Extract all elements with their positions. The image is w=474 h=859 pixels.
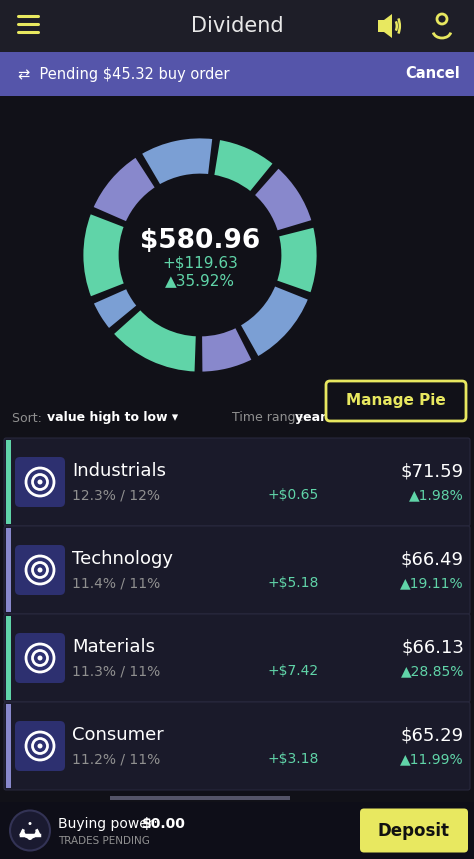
Wedge shape [92,288,138,330]
Circle shape [122,177,278,333]
Bar [0,52,474,96]
Text: $65.29: $65.29 [401,727,464,745]
Text: year to date ▾: year to date ▾ [295,411,392,424]
Wedge shape [112,308,197,373]
Text: Manage Pie: Manage Pie [346,393,446,409]
Text: value high to low ▾: value high to low ▾ [47,411,178,424]
FancyBboxPatch shape [4,702,470,790]
Text: ⇄  Pending $45.32 buy order: ⇄ Pending $45.32 buy order [18,66,229,82]
Text: Consumer: Consumer [72,727,164,745]
FancyBboxPatch shape [326,381,466,421]
Text: +$7.42: +$7.42 [268,664,319,679]
Text: $66.49: $66.49 [401,551,464,569]
Circle shape [37,568,43,572]
Circle shape [37,655,43,661]
Bar [0,96,474,802]
Wedge shape [239,284,310,358]
Text: Sort:: Sort: [12,411,46,424]
Text: 12.3% / 12%: 12.3% / 12% [72,488,160,503]
Text: Time range:: Time range: [232,411,311,424]
Text: +$5.18: +$5.18 [268,576,319,590]
Bar [0,0,474,52]
Text: ▲19.11%: ▲19.11% [401,576,464,590]
FancyBboxPatch shape [360,808,468,852]
Text: Materials: Materials [72,638,155,656]
FancyBboxPatch shape [110,796,290,800]
Text: Dividend: Dividend [191,16,283,36]
Text: ▲1.98%: ▲1.98% [409,488,464,503]
FancyBboxPatch shape [15,457,65,507]
Text: $580.96: $580.96 [140,228,260,254]
Text: 11.4% / 11%: 11.4% / 11% [72,576,160,590]
FancyBboxPatch shape [15,721,65,771]
Bar [6,528,11,612]
Bar [6,704,11,788]
FancyBboxPatch shape [4,614,470,702]
Text: Industrials: Industrials [72,462,166,480]
Text: Cancel: Cancel [405,66,460,82]
Wedge shape [201,326,253,373]
Circle shape [28,822,31,825]
FancyBboxPatch shape [4,438,470,526]
Text: Deposit: Deposit [378,821,450,839]
Text: 11.2% / 11%: 11.2% / 11% [72,752,160,766]
Text: ▲28.85%: ▲28.85% [401,664,464,679]
Bar [6,440,11,524]
Wedge shape [275,226,318,294]
Text: +$0.65: +$0.65 [268,488,319,503]
Circle shape [27,835,33,840]
Text: TRADES PENDING: TRADES PENDING [58,836,150,846]
Bar [0,802,474,859]
Bar [6,616,11,700]
FancyBboxPatch shape [15,633,65,683]
FancyBboxPatch shape [15,545,65,595]
Circle shape [37,744,43,748]
Circle shape [37,479,43,484]
FancyBboxPatch shape [4,526,470,614]
Text: ▲11.99%: ▲11.99% [401,752,464,766]
Wedge shape [140,137,214,186]
Text: +$3.18: +$3.18 [268,752,319,766]
Text: Technology: Technology [72,551,173,569]
Wedge shape [92,156,156,223]
Text: ▲35.92%: ▲35.92% [165,273,235,289]
Text: $66.13: $66.13 [401,638,464,656]
Text: $0.00: $0.00 [142,817,186,831]
Text: 11.3% / 11%: 11.3% / 11% [72,664,160,679]
Text: +$119.63: +$119.63 [162,255,238,271]
Wedge shape [253,167,313,232]
Polygon shape [378,14,392,38]
Circle shape [10,811,50,850]
Text: $71.59: $71.59 [401,462,464,480]
Wedge shape [82,212,126,298]
Wedge shape [213,138,274,193]
Text: Buying power:: Buying power: [58,817,162,831]
